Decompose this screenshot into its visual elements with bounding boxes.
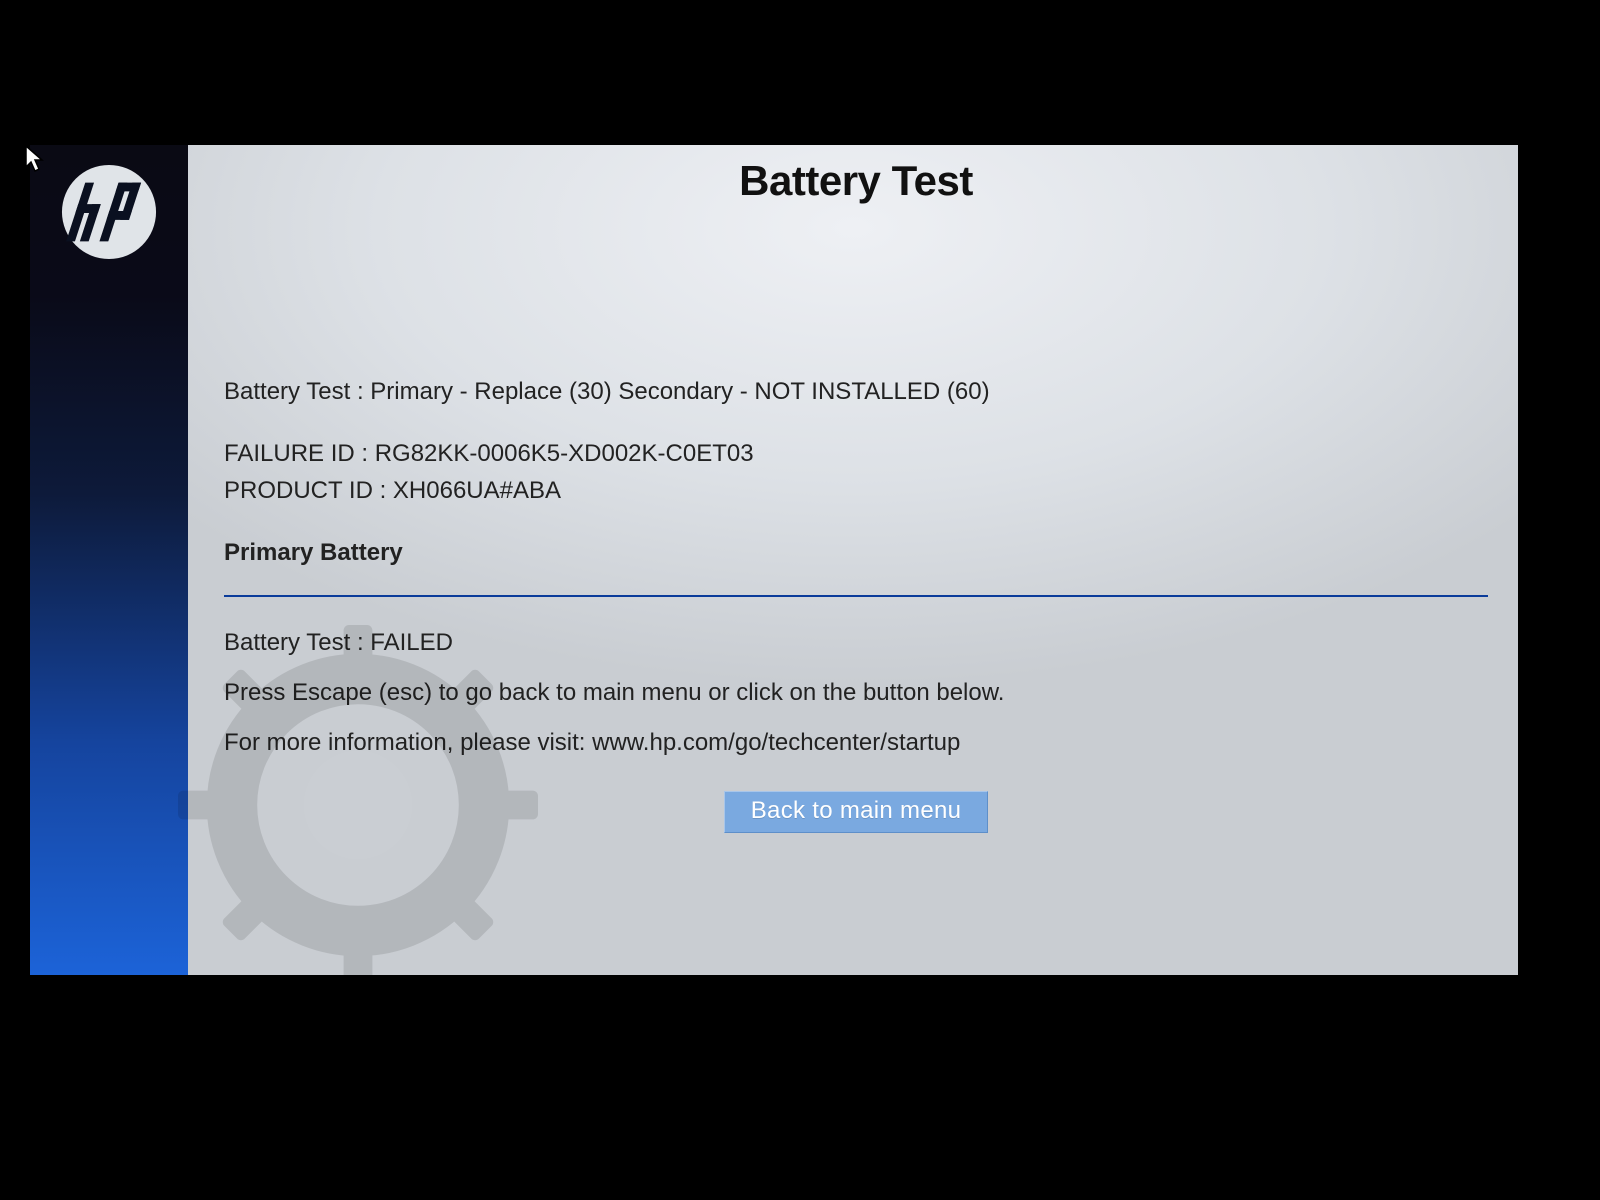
section-heading: Primary Battery (224, 536, 1488, 570)
button-row: Back to main menu (224, 791, 1488, 833)
result-block: Battery Test : FAILED Press Escape (esc)… (224, 629, 1488, 757)
summary-block: Battery Test : Primary - Replace (30) Se… (224, 375, 1488, 569)
section-divider (224, 595, 1488, 597)
info-url-text: For more information, please visit: www.… (224, 729, 1488, 757)
main-content: Battery Test Battery Test : Primary - Re… (188, 145, 1518, 975)
battery-test-summary: Battery Test : Primary - Replace (30) Se… (224, 375, 1488, 409)
instruction-text: Press Escape (esc) to go back to main me… (224, 679, 1488, 707)
diagnostics-panel: Battery Test Battery Test : Primary - Re… (30, 145, 1518, 975)
failure-id: FAILURE ID : RG82KK-0006K5-XD002K-C0ET03 (224, 437, 1488, 471)
battery-test-result: Battery Test : FAILED (224, 629, 1488, 657)
product-id: PRODUCT ID : XH066UA#ABA (224, 474, 1488, 508)
hp-logo-icon (60, 163, 158, 261)
sidebar (30, 145, 188, 975)
page-title: Battery Test (224, 157, 1488, 205)
back-to-main-menu-button[interactable]: Back to main menu (724, 791, 989, 833)
